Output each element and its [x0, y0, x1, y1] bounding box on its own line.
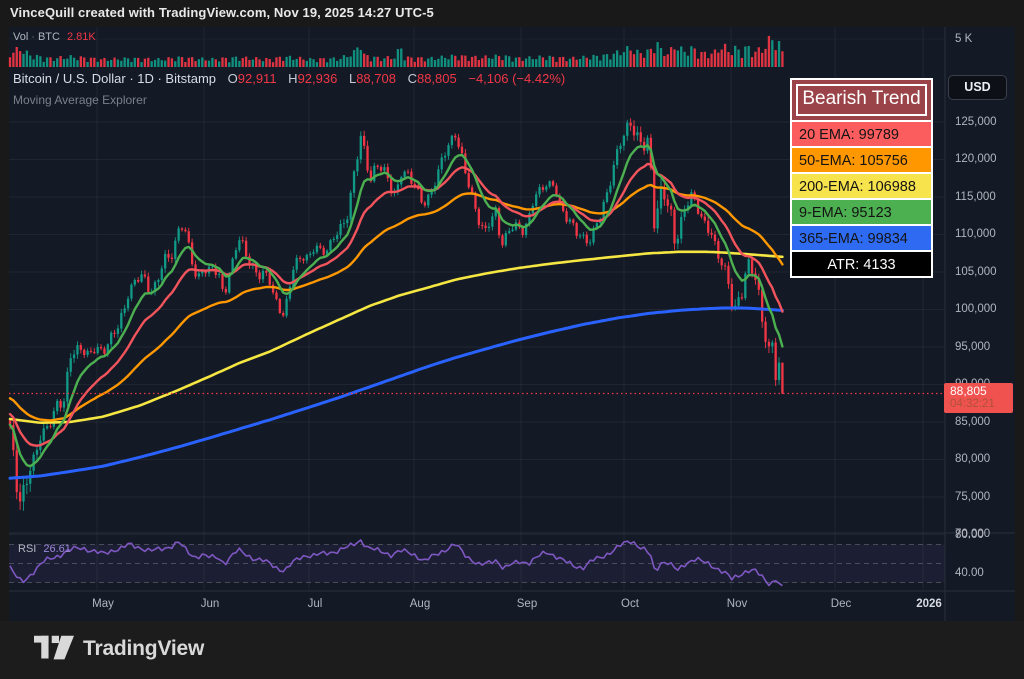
- legend-row-ema200: 200-EMA: 106988: [792, 172, 931, 198]
- rsi-scale-label-80: 80.00: [955, 529, 984, 541]
- legend-row-ema20: 20 EMA: 99789: [792, 120, 931, 146]
- currency-toggle-button[interactable]: USD: [948, 75, 1007, 100]
- time-axis-month-label: May: [92, 598, 114, 610]
- time-axis-month-label: 2026: [916, 598, 942, 610]
- legend-row-ema365: 365-EMA: 99834: [792, 224, 931, 250]
- last-price-value: 88,805: [950, 384, 987, 398]
- close-value: 88,805: [416, 71, 457, 86]
- symbol-description: Bitcoin / U.S. Dollar · 1D · Bitstamp: [13, 71, 216, 86]
- rsi-scale-label-40: 40.00: [955, 567, 984, 579]
- high-value: 92,936: [297, 71, 338, 86]
- legend-row-ema9: 9-EMA: 95123: [792, 198, 931, 224]
- last-price-badge: 88,805 04:32:21: [944, 383, 1013, 413]
- volume-label: Vol: [13, 31, 29, 43]
- indicator-title[interactable]: Moving Average Explorer: [13, 93, 147, 107]
- tradingview-logo[interactable]: TradingView: [34, 635, 204, 662]
- price-tick-label: 105,000: [955, 265, 997, 278]
- price-tick-label: 125,000: [955, 115, 997, 128]
- separator-dot: ·: [31, 31, 35, 43]
- price-tick-label: 100,000: [955, 303, 997, 315]
- time-axis-month-label: Jul: [307, 598, 323, 610]
- price-tick-label: 85,000: [955, 415, 991, 428]
- rsi-label: RSI: [18, 543, 37, 555]
- close-label: C: [407, 71, 417, 86]
- time-axis-month-label: Dec: [830, 598, 852, 610]
- volume-symbol: BTC: [37, 31, 60, 43]
- time-axis-month-label: Oct: [621, 598, 639, 610]
- tradingview-logo-text: TradingView: [83, 636, 205, 660]
- time-axis-month-label: Aug: [409, 598, 431, 610]
- rsi-value: 26.61: [43, 543, 71, 555]
- bar-close-countdown: 04:32:21: [950, 398, 995, 410]
- open-value: 92,911: [237, 71, 277, 86]
- high-label: H: [288, 71, 298, 86]
- attribution-text: VinceQuill created with TradingView.com,…: [10, 5, 434, 20]
- trend-legend-title: Bearish Trend: [796, 84, 927, 116]
- volume-value: 2.81K: [66, 31, 96, 43]
- legend-row-ema50: 50-EMA: 105756: [792, 146, 931, 172]
- open-label: O: [227, 71, 238, 86]
- low-value: 88,708: [356, 71, 396, 86]
- volume-legend[interactable]: Vol · BTC 2.81K: [13, 31, 96, 43]
- price-tick-label: 80,000: [955, 453, 991, 465]
- rsi-legend[interactable]: RSI 26.61: [18, 543, 71, 555]
- time-axis-month-label: Sep: [516, 598, 538, 610]
- low-label: L: [348, 71, 357, 86]
- symbol-title-row[interactable]: Bitcoin / U.S. Dollar · 1D · Bitstamp O9…: [13, 71, 565, 86]
- volume-scale-label: 5 K: [955, 33, 973, 45]
- price-tick-label: 75,000: [955, 490, 991, 503]
- legend-row-atr: ATR: 4133: [792, 250, 931, 276]
- price-tick-label: 120,000: [955, 153, 997, 165]
- footer-bar: TradingView: [0, 621, 1024, 679]
- trend-legend-box[interactable]: Bearish Trend 20 EMA: 99789 50-EMA: 1057…: [790, 78, 933, 278]
- price-tick-label: 110,000: [955, 228, 996, 240]
- price-tick-label: 115,000: [955, 190, 996, 203]
- time-axis-month-label: Jun: [200, 598, 220, 610]
- time-axis[interactable]: May Jun Jul Aug Sep Oct Nov Dec 2026: [9, 591, 1015, 621]
- trend-legend-header: Bearish Trend: [792, 80, 931, 120]
- change-value: −4,106 (−4.42%): [468, 71, 566, 86]
- price-tick-label: 70,000: [955, 528, 991, 540]
- tradingview-logo-icon: [34, 635, 74, 660]
- price-tick-label: 95,000: [955, 340, 991, 353]
- time-axis-month-label: Nov: [726, 598, 748, 610]
